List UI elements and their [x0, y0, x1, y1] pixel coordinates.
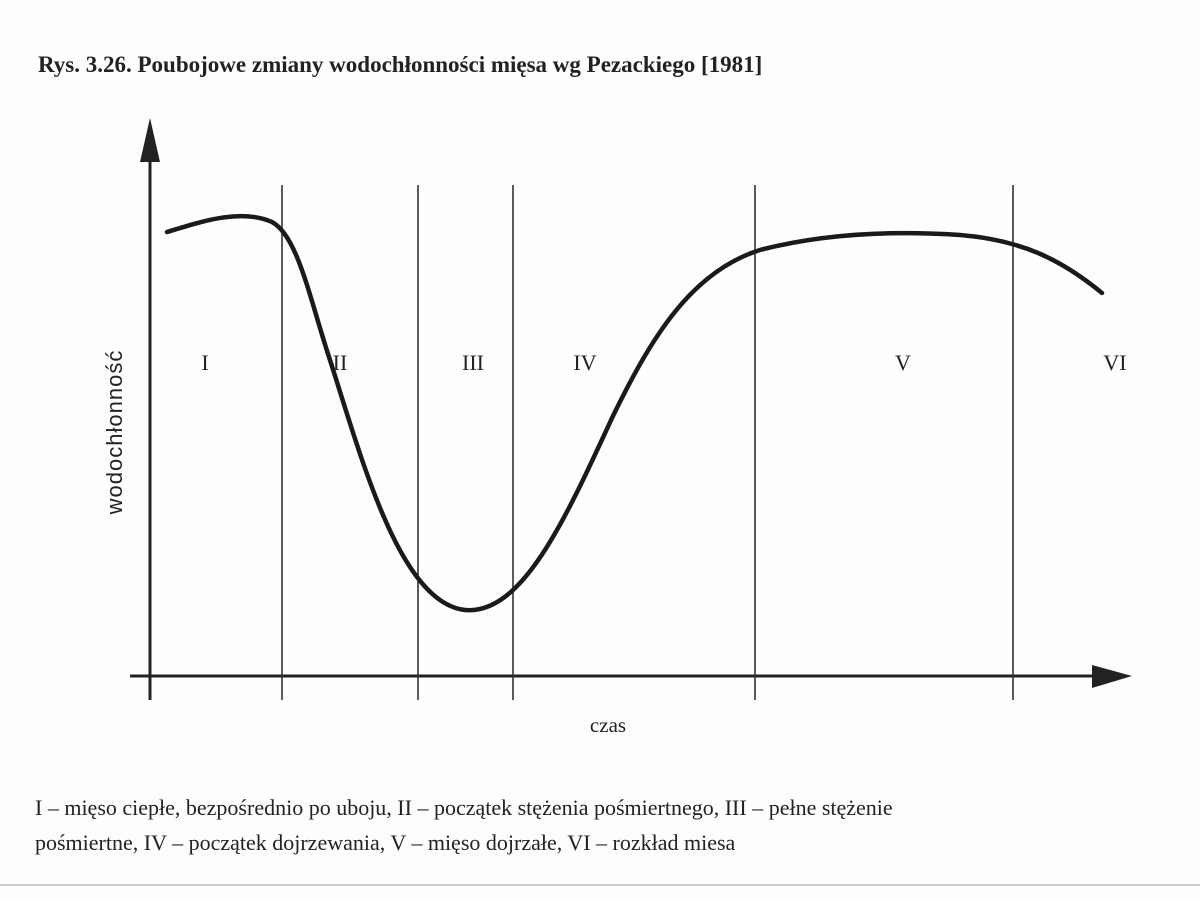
caption-line: pośmiertne, IV – początek dojrzewania, V… [35, 830, 736, 855]
region-label: III [462, 350, 484, 375]
water-absorption-curve [164, 213, 1105, 613]
caption-line: I – mięso ciepłe, bezpośrednio po uboju,… [35, 795, 893, 820]
x-axis-arrow [1092, 665, 1132, 688]
region-label: VI [1103, 350, 1126, 375]
region-label: IV [573, 350, 596, 375]
y-axis-arrow [140, 118, 160, 162]
region-dividers [281, 185, 1014, 700]
y-axis-label: wodochłonność [102, 350, 127, 516]
region-label: V [895, 350, 911, 375]
x-axis-label: czas [590, 713, 626, 737]
region-label: I [201, 350, 208, 375]
region-label: II [333, 350, 348, 375]
figure-title: Rys. 3.26. Poubojowe zmiany wodochłonnoś… [38, 52, 762, 77]
